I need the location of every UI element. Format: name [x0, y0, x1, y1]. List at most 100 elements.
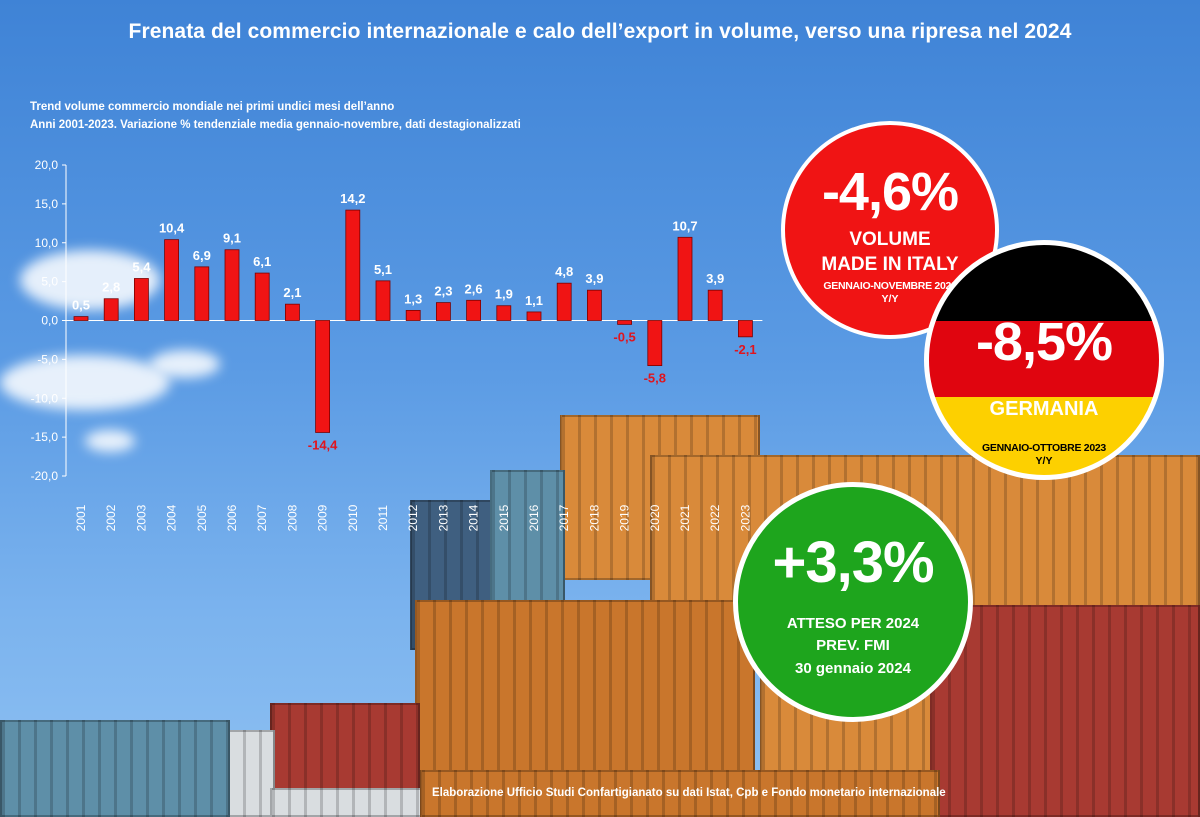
x-tick-label: 2010 [346, 504, 360, 531]
x-tick-label: 2013 [436, 504, 450, 531]
container-decoration [420, 770, 940, 817]
x-tick-label: 2006 [225, 504, 239, 531]
italy-callout-yy: Y/Y [881, 293, 899, 305]
bar-value-label: -14,4 [308, 437, 338, 452]
bar-value-label: 3,9 [706, 271, 724, 286]
page-title: Frenata del commercio internazionale e c… [128, 20, 1072, 43]
y-tick-label: 10,0 [35, 236, 59, 250]
y-tick-label: -15,0 [31, 430, 59, 444]
x-tick-label: 2005 [195, 504, 209, 531]
germany-callout-line1: GERMANIA [989, 398, 1099, 420]
y-tick-label: 0,0 [41, 314, 58, 328]
bar-value-label: 14,2 [340, 191, 365, 206]
bar-value-label: 0,5 [72, 298, 90, 313]
bar-value-label: 1,1 [525, 293, 543, 308]
bar-value-label: 10,7 [672, 218, 697, 233]
bar-value-label: -0,5 [613, 329, 635, 344]
germany-callout-yy: Y/Y [1035, 455, 1053, 467]
italy-callout-line2: MADE IN ITALY [821, 254, 959, 275]
bar-value-label: 1,9 [495, 287, 513, 302]
x-tick-label: 2004 [165, 504, 179, 531]
x-tick-label: 2021 [678, 504, 692, 531]
source-note: Elaborazione Ufficio Studi Confartigiana… [432, 787, 946, 799]
x-tick-label: 2016 [527, 504, 541, 531]
bar-value-label: 1,3 [404, 291, 422, 306]
bar-2019 [617, 320, 632, 325]
container-decoration [225, 730, 275, 817]
x-tick-label: 2011 [376, 505, 390, 531]
imf-callout-line1: ATTESO PER 2024 [786, 615, 920, 632]
bar-value-label: -2,1 [734, 342, 756, 357]
bar-2018 [587, 289, 602, 321]
bar-2007 [254, 272, 270, 321]
x-tick-label: 2019 [618, 504, 632, 531]
bar-value-label: 3,9 [585, 271, 603, 286]
bar-2001 [73, 316, 89, 321]
bar-2021 [677, 236, 693, 321]
y-tick-label: 5,0 [41, 275, 58, 289]
bar-value-label: -5,8 [644, 371, 666, 386]
bar-value-label: 5,1 [374, 262, 392, 277]
bar-2023 [738, 320, 753, 338]
x-tick-label: 2020 [648, 504, 662, 531]
chart-subtitle-line1: Trend volume commercio mondiale nei prim… [30, 101, 395, 113]
bar-2015 [496, 305, 512, 321]
y-tick-label: 15,0 [35, 197, 59, 211]
germany-callout: -8,5% GERMANIA GENNAIO-OTTOBRE 2023 Y/Y [924, 240, 1164, 480]
bar-2022 [707, 289, 723, 321]
italy-callout-period: GENNAIO-NOVEMBRE 2023 [823, 280, 957, 292]
imf-callout-line2: PREV. FMI [816, 637, 890, 654]
cloud-decoration [0, 355, 170, 410]
container-decoration [0, 720, 230, 817]
bar-value-label: 9,1 [223, 231, 241, 246]
container-decoration [270, 788, 430, 817]
bar-value-label: 2,3 [434, 284, 452, 299]
chart-subtitle-line2: Anni 2001-2023. Variazione % tendenziale… [30, 119, 521, 131]
bar-2017 [556, 282, 572, 321]
x-tick-label: 2002 [104, 504, 118, 531]
bar-2013 [435, 302, 451, 321]
container-decoration [490, 470, 565, 620]
bar-value-label: 5,4 [132, 260, 151, 275]
bar-2008 [284, 303, 300, 321]
y-tick-label: -10,0 [31, 391, 59, 405]
bar-2002 [103, 298, 119, 321]
imf-callout-value: +3,3% [772, 530, 934, 595]
x-tick-label: 2001 [74, 504, 88, 531]
bar-2011 [375, 280, 391, 321]
x-tick-label: 2003 [134, 504, 148, 531]
bar-2010 [345, 209, 361, 321]
bar-2005 [194, 266, 210, 321]
x-tick-label: 2008 [285, 504, 299, 531]
bar-2006 [224, 249, 240, 321]
y-tick-label: 20,0 [35, 158, 59, 172]
bar-value-label: 6,1 [253, 254, 271, 269]
x-tick-label: 2023 [738, 504, 752, 531]
y-tick-label: -5,0 [37, 352, 58, 366]
bar-2003 [133, 278, 149, 321]
bar-2016 [526, 311, 542, 321]
container-decoration [270, 703, 420, 791]
x-tick-label: 2022 [708, 504, 722, 531]
bar-2020 [647, 320, 663, 366]
bar-2012 [405, 309, 421, 321]
container-decoration [930, 605, 1200, 817]
germany-callout-period: GENNAIO-OTTOBRE 2023 [982, 442, 1106, 454]
imf-callout-line3: 30 gennaio 2024 [795, 660, 911, 677]
x-tick-label: 2014 [467, 504, 481, 531]
x-tick-label: 2012 [406, 504, 420, 531]
cloud-decoration [150, 350, 220, 378]
bar-2014 [466, 299, 482, 321]
italy-callout-value: -4,6% [821, 162, 959, 222]
bar-value-label: 2,8 [102, 280, 120, 295]
bar-value-label: 2,6 [465, 281, 483, 296]
bar-2009 [315, 320, 331, 433]
imf-forecast-callout: +3,3% ATTESO PER 2024 PREV. FMI 30 genna… [733, 482, 973, 722]
x-tick-label: 2017 [557, 504, 571, 531]
x-tick-label: 2009 [316, 504, 330, 531]
bar-value-label: 10,4 [159, 221, 185, 236]
y-tick-label: -20,0 [31, 469, 59, 483]
x-tick-label: 2018 [587, 504, 601, 531]
bar-value-label: 2,1 [283, 285, 301, 300]
